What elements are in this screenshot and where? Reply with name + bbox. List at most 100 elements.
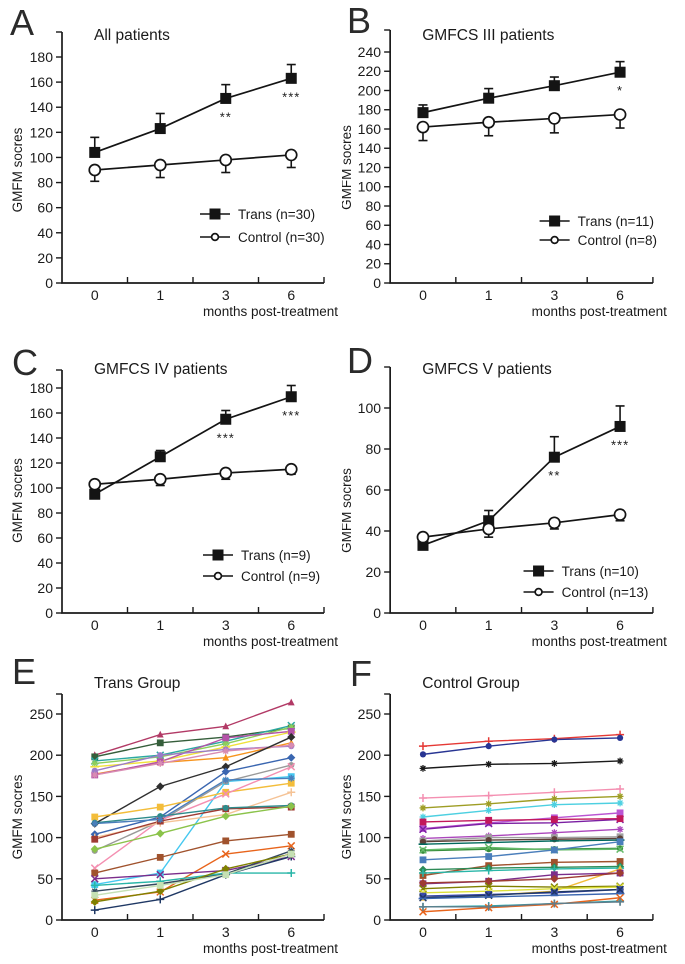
x-tick-label: 3 <box>550 617 558 633</box>
y-tick-label: 100 <box>30 149 54 165</box>
x-tick-label: 3 <box>222 287 230 303</box>
significance-stars: * <box>617 83 623 98</box>
square-marker <box>616 815 624 823</box>
legend-label: Trans (n=30) <box>238 207 315 222</box>
open-circle-marker <box>482 522 496 536</box>
y-tick-label: 240 <box>358 44 382 60</box>
open-circle-marker <box>219 153 233 167</box>
x-tick-label: 1 <box>156 617 164 633</box>
series-line <box>422 425 621 547</box>
panel-d-gmfcs-v: D 0 20 40 60 80 100 0 1 3 6 months post-treatment G… <box>342 320 685 650</box>
series-line <box>94 77 292 154</box>
star-marker <box>550 829 558 837</box>
triangle-marker <box>222 753 230 761</box>
series-line <box>94 701 292 756</box>
x-tick-label: 6 <box>287 924 295 940</box>
y-tick-label: 180 <box>30 49 54 65</box>
diamond-marker <box>156 782 165 791</box>
filled-square-marker <box>548 80 560 92</box>
series-line <box>94 805 292 850</box>
star-marker <box>616 799 624 807</box>
panel-c-gmfcs-iv: C 0 20 40 60 80 100 120 140 160 180 0 1 3 6 months pos… <box>0 320 342 650</box>
open-circle-marker <box>416 120 430 134</box>
square-marker <box>287 830 295 838</box>
star-marker <box>485 800 493 808</box>
plus-marker <box>550 899 559 908</box>
panel-letter-f: F <box>350 653 372 694</box>
diamond-marker <box>287 753 296 762</box>
open-circle-marker <box>153 472 167 486</box>
filled-square-marker <box>89 146 101 158</box>
legend-label: Control (n=13) <box>562 585 649 600</box>
y-tick-label: 120 <box>30 124 54 140</box>
filled-square-marker <box>614 420 626 432</box>
panel-a-all-patients: A 0 20 40 60 80 100 120 140 160 180 0 1 3 6 months pos… <box>0 0 342 320</box>
chart-gmfcs-iii: 0 20 40 60 80 100 120 140 160 180 200 220 240 0 1 3 6mon… <box>342 27 667 319</box>
star-marker <box>419 764 427 772</box>
x-tick-label: 0 <box>91 617 99 633</box>
series-line <box>422 885 621 890</box>
x-marker <box>221 789 230 798</box>
star-marker <box>485 760 493 768</box>
significance-stars: ** <box>548 468 560 483</box>
plus-marker <box>616 897 625 906</box>
star-marker <box>91 771 99 779</box>
series-line <box>94 777 292 825</box>
plus-marker <box>418 794 427 803</box>
series-line <box>94 850 292 892</box>
series-line <box>422 867 621 874</box>
y-tick-label: 40 <box>365 237 381 253</box>
star-marker <box>616 793 624 800</box>
y-tick-label: 60 <box>37 200 53 216</box>
filled-square-marker <box>483 515 495 527</box>
x-tick-label: 1 <box>485 924 493 940</box>
open-circle-marker <box>548 112 561 125</box>
filled-square-marker <box>220 92 232 104</box>
star-marker <box>616 757 624 765</box>
triangle-marker <box>222 722 230 730</box>
y-tick-label: 250 <box>30 706 54 722</box>
significance-stars: *** <box>282 408 300 423</box>
square-marker <box>222 734 230 742</box>
circle-marker <box>485 836 492 844</box>
y-tick-label: 0 <box>45 912 53 928</box>
chart-title: GMFCS III patients <box>422 27 554 44</box>
series-line <box>94 833 292 874</box>
square-marker <box>156 869 164 877</box>
y-tick-label: 80 <box>37 175 53 191</box>
y-tick-label: 50 <box>365 871 381 887</box>
x-axis-label: months post-treatment <box>203 634 338 649</box>
star-marker <box>222 776 230 784</box>
y-tick-label: 120 <box>358 160 382 176</box>
legend-label: Control (n=9) <box>241 569 320 584</box>
y-tick-label: 200 <box>30 747 54 763</box>
y-tick-label: 250 <box>358 706 382 722</box>
star-marker <box>91 760 99 767</box>
filled-square-marker <box>417 539 429 551</box>
open-circle-marker <box>548 516 561 530</box>
circle-marker <box>485 743 492 750</box>
plus-marker <box>287 869 296 878</box>
star-marker <box>550 801 558 809</box>
star-marker <box>550 760 558 767</box>
series-line <box>94 468 292 486</box>
y-tick-label: 80 <box>37 505 53 521</box>
x-axis-label: months post-treatment <box>203 304 338 319</box>
plus-marker <box>484 902 493 911</box>
series-line <box>422 795 621 809</box>
diamond-marker <box>90 845 99 854</box>
series-line <box>422 846 621 851</box>
series-line <box>422 897 621 913</box>
x-marker <box>550 888 559 896</box>
plus-marker <box>90 906 99 915</box>
series-line <box>94 730 292 776</box>
y-tick-label: 100 <box>358 830 382 846</box>
square-marker <box>156 739 164 747</box>
square-marker <box>550 871 558 879</box>
x-axis-label: months post-treatment <box>532 634 668 649</box>
y-axis-label: GMFM socres <box>342 125 354 210</box>
series-line <box>94 853 292 896</box>
series-line <box>422 888 621 899</box>
open-circle-marker <box>284 462 298 476</box>
